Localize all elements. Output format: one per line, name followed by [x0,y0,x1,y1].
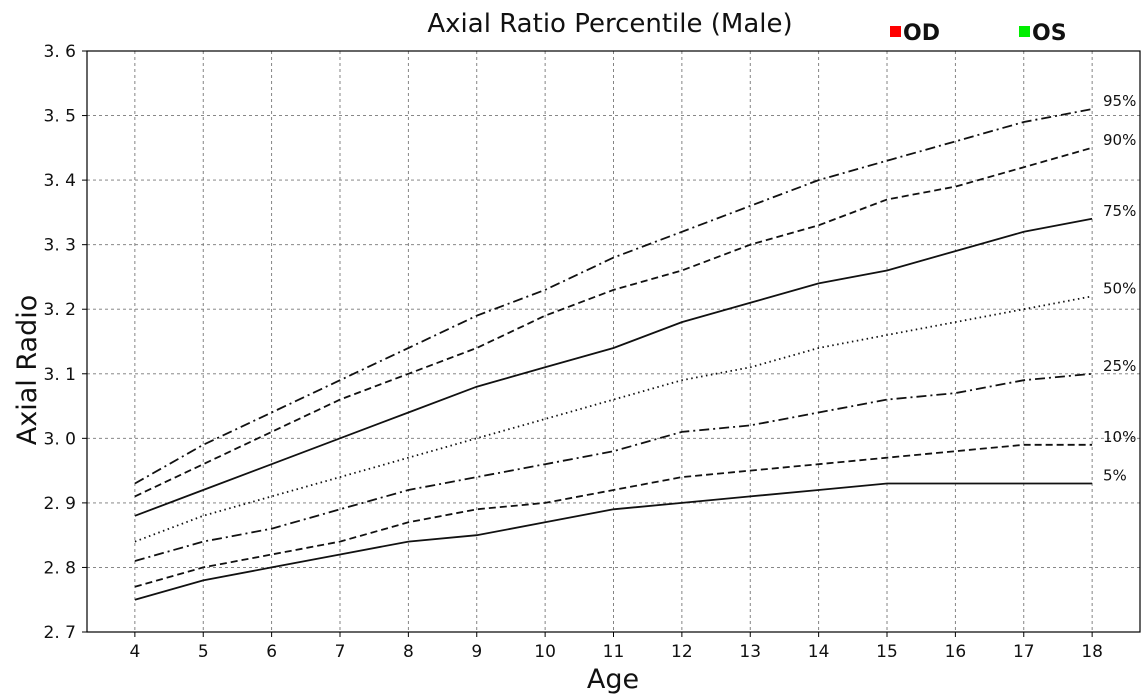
y-tick-label: 3. 1 [44,365,76,385]
legend-os-swatch [1019,26,1030,37]
series-line-10pct [134,443,1093,588]
series-label: 75% [1103,202,1136,220]
series-line-25pct [134,372,1093,562]
y-tick-label: 3. 0 [44,429,76,449]
x-tick-label: 15 [876,642,898,662]
percentile-labels: 95% 90% 75% 50% 25% 10% 5% [1103,92,1136,484]
legend-od-swatch [890,26,901,37]
series-label: 5% [1103,467,1127,485]
y-tick-label: 2. 9 [44,494,76,514]
x-tick-label: 8 [403,642,414,662]
series-layer [134,108,1093,601]
y-axis-title: Axial Radio [12,295,43,445]
x-tick-label: 10 [534,642,556,662]
y-tick-label: 3. 6 [44,42,76,62]
series-line-95pct [134,108,1093,485]
x-tick-label: 11 [603,642,625,662]
series-label: 10% [1103,428,1136,446]
x-tick-label: 14 [808,642,830,662]
x-tick-label: 13 [739,642,761,662]
x-tick-label: 9 [471,642,482,662]
chart-title: Axial Ratio Percentile (Male) [427,9,792,39]
y-tick-label: 3. 5 [44,107,76,127]
x-tick-label: 18 [1081,642,1103,662]
y-tick-label: 2. 7 [44,623,76,643]
series-line-90pct [134,146,1093,498]
x-tick-label: 5 [198,642,209,662]
legend: OD OS [890,21,1067,46]
y-tick-label: 3. 2 [44,300,76,320]
grid-lines [87,51,1140,632]
x-tick-label: 4 [129,642,140,662]
y-tick-label: 3. 3 [44,236,76,256]
y-tick-label: 3. 4 [44,171,76,191]
x-tick-labels: 4 5 6 7 8 9 10 11 12 13 14 15 16 17 18 [129,632,1103,662]
x-tick-label: 7 [335,642,346,662]
legend-od-label: OD [903,21,940,46]
y-tick-labels: 2. 7 2. 8 2. 9 3. 0 3. 1 3. 2 3. 3 3. 4 3. 5 3. 6 [44,42,87,643]
series-label: 50% [1103,279,1136,297]
series-line-5pct [134,482,1093,601]
x-tick-label: 17 [1013,642,1035,662]
series-line-75pct [134,217,1093,517]
series-label: 25% [1103,357,1136,375]
y-tick-label: 2. 8 [44,558,76,578]
x-tick-label: 6 [266,642,277,662]
legend-os-label: OS [1032,21,1067,46]
series-label: 90% [1103,131,1136,149]
x-axis-title: Age [587,664,639,695]
x-tick-label: 16 [945,642,967,662]
x-tick-label: 12 [671,642,693,662]
series-label: 95% [1103,92,1136,110]
